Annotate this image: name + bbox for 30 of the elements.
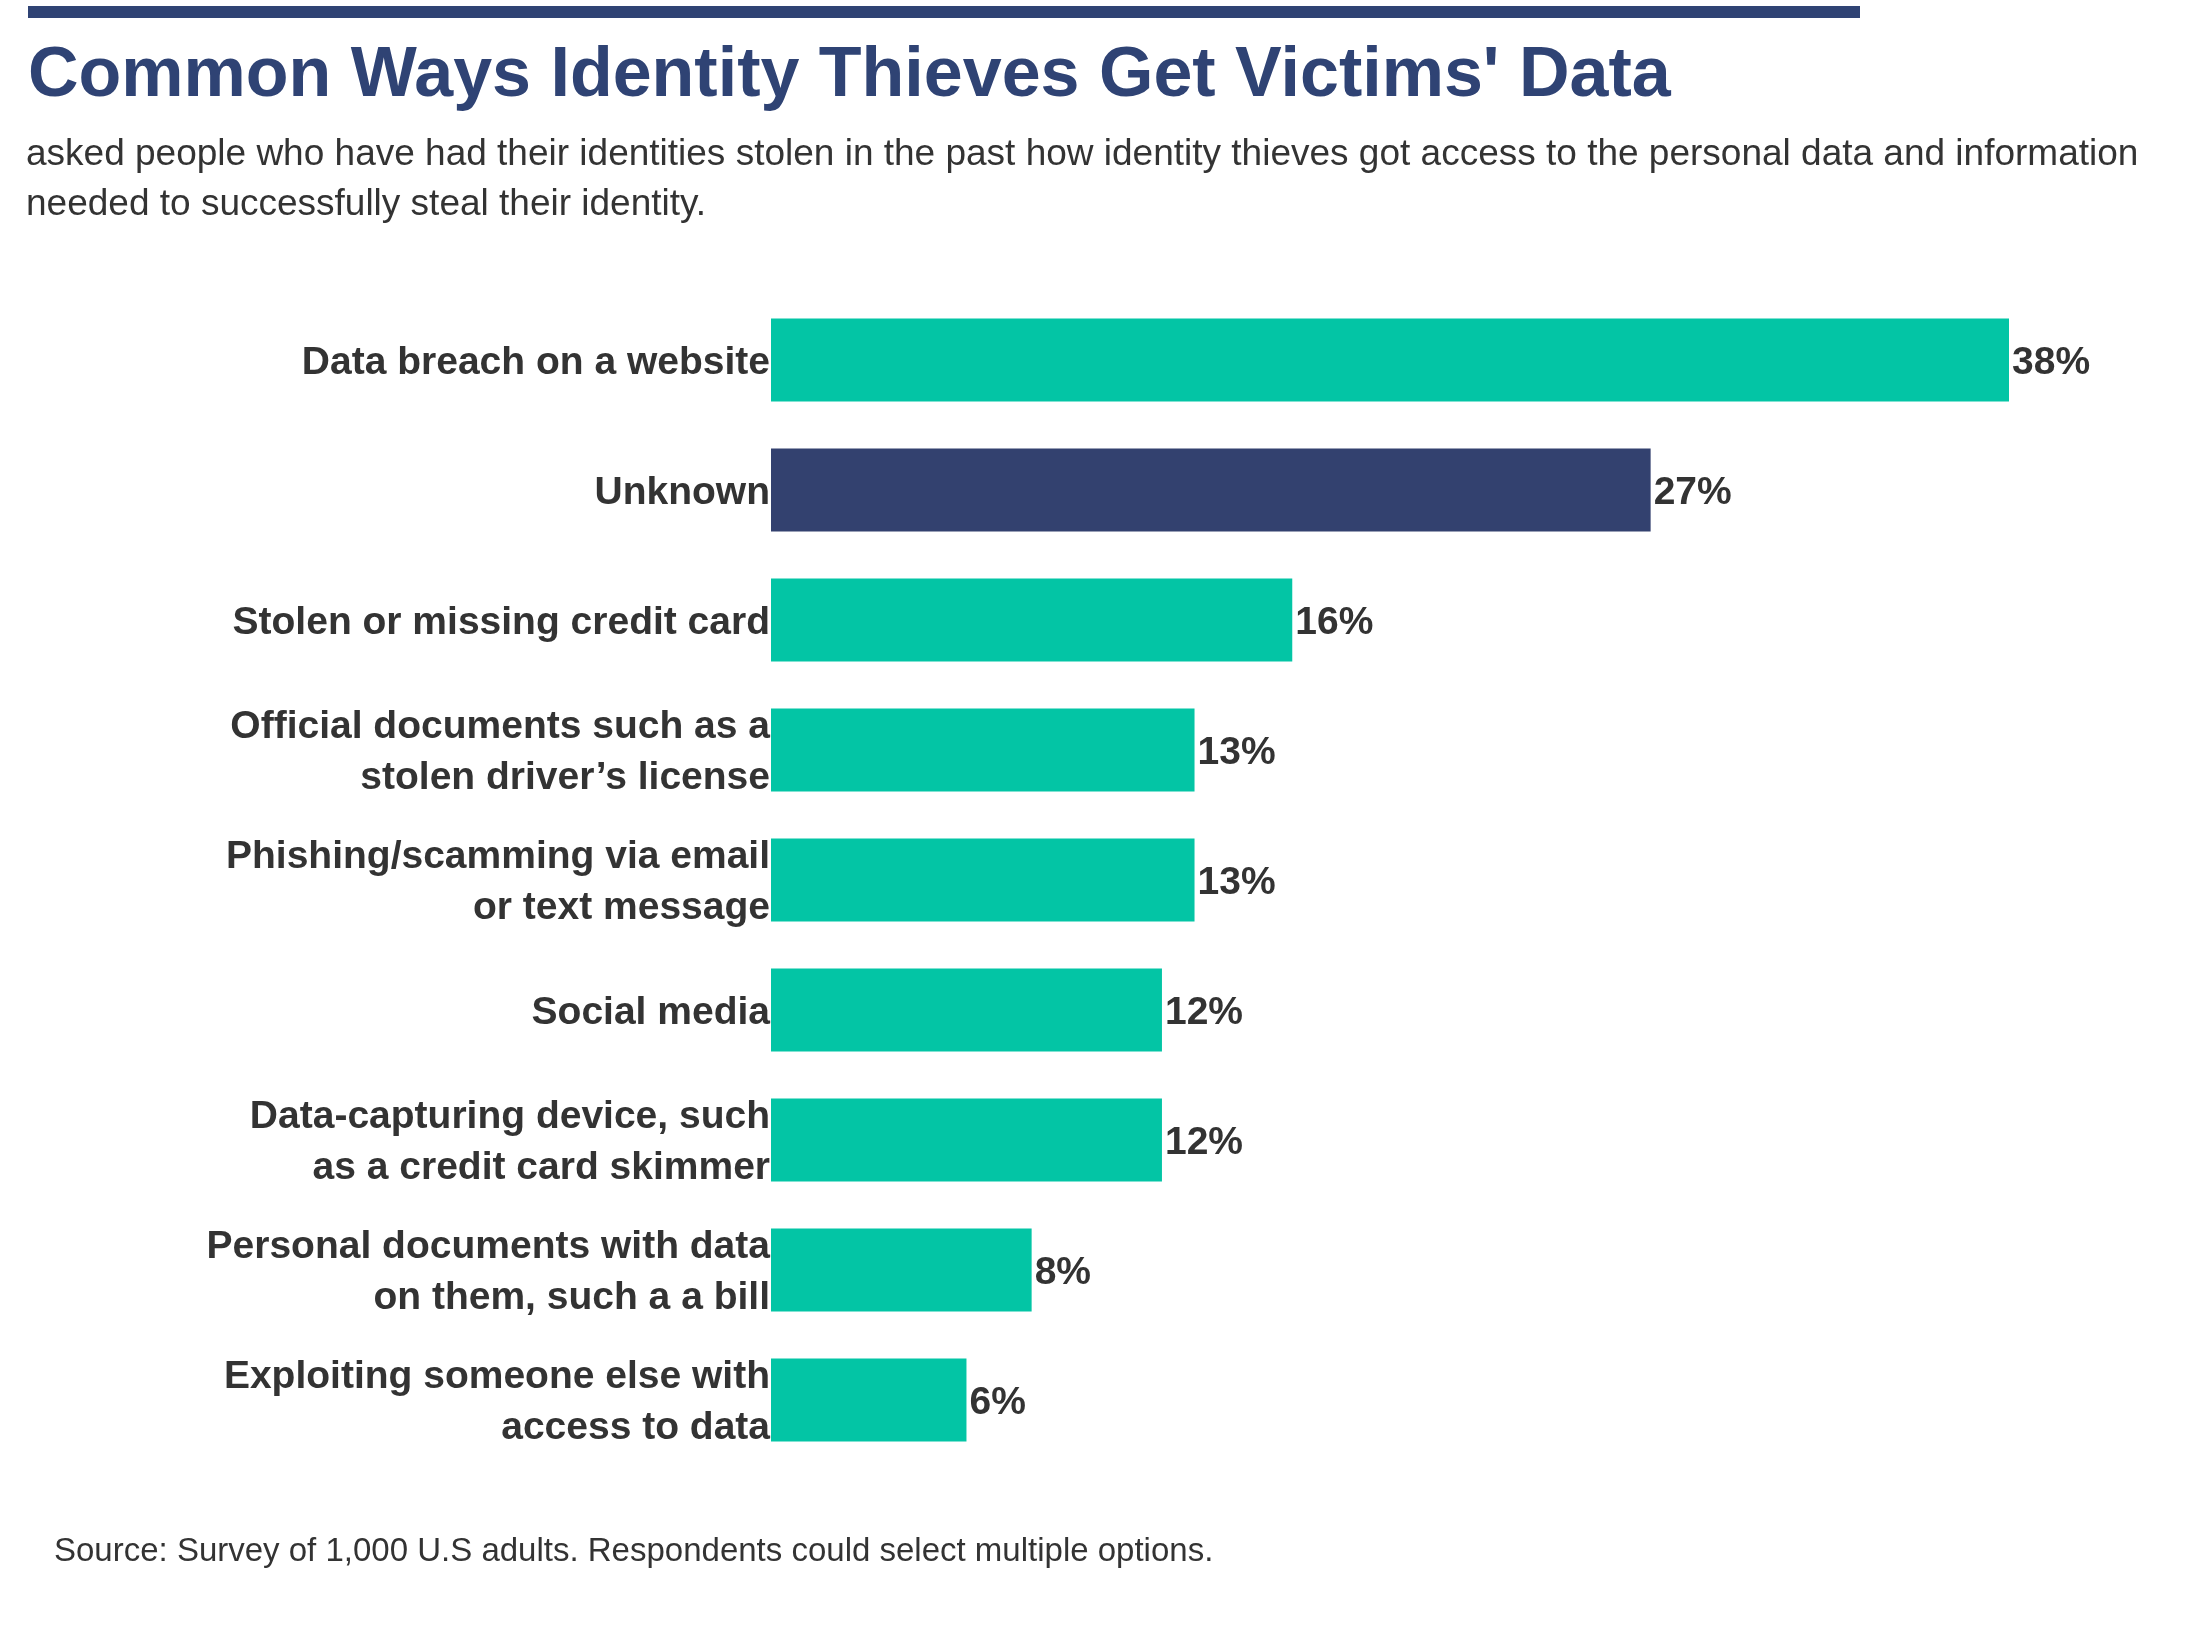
- data-label: 6%: [969, 1378, 1026, 1422]
- bar: [771, 1098, 1162, 1182]
- chart-title: Common Ways Identity Thieves Get Victims' Data: [28, 32, 1671, 112]
- data-label: 8%: [1034, 1248, 1092, 1292]
- y-tick-label: Phishing/scamming via email or text message: [225, 833, 770, 927]
- bar: [771, 708, 1195, 792]
- data-label: 12%: [1164, 1118, 1244, 1162]
- bar: [771, 318, 2009, 402]
- data-label: 38%: [2012, 338, 2091, 382]
- bar: [771, 838, 1195, 922]
- source-note: Source: Survey of 1,000 U.S adults. Respondents could select multiple options.: [54, 1530, 1214, 1570]
- bar: [771, 448, 1651, 532]
- data-label: 13%: [1197, 728, 1276, 772]
- y-tick-label: Personal documents with data on them, such a a bill: [206, 1223, 771, 1317]
- y-tick-label: Data breach on a website: [301, 338, 770, 382]
- data-label: 27%: [1653, 468, 1732, 512]
- chart-subtitle: asked people who have had their identities stolen in the past how identity thieves got access to the personal data and information needed to successfully steal their identity.: [26, 131, 2140, 225]
- bar: [771, 578, 1293, 662]
- y-tick-label: Social media: [531, 988, 771, 1032]
- bar: [771, 1358, 967, 1442]
- data-label: 13%: [1197, 858, 1276, 902]
- bar: [771, 1228, 1032, 1312]
- data-label: 16%: [1295, 598, 1374, 642]
- y-tick-label: Unknown: [594, 468, 770, 512]
- y-tick-label: Exploiting someone else with access to data: [223, 1353, 771, 1447]
- bar: [771, 968, 1162, 1052]
- y-tick-label: Data-capturing device, such as a credit card skimmer: [249, 1093, 770, 1187]
- y-tick-label: Stolen or missing credit card: [232, 598, 770, 642]
- y-tick-label: Official documents such as a stolen driver’s license: [230, 703, 771, 797]
- data-label: 12%: [1164, 988, 1244, 1032]
